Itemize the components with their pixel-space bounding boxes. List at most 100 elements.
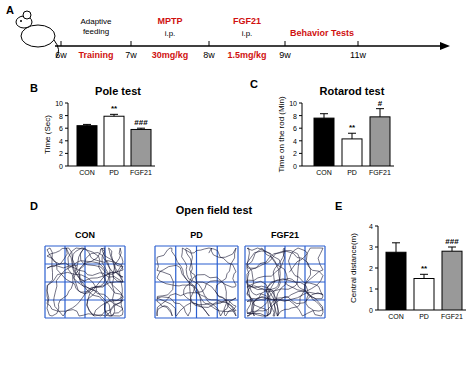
x-tick-label: CON: [316, 169, 332, 176]
x-tick-label: FGF21: [130, 169, 152, 176]
error-cap: [448, 247, 456, 248]
marks: [77, 114, 151, 166]
significance: ###: [134, 118, 148, 127]
error-bar: [137, 128, 145, 129]
y-tick-label: 8: [293, 113, 297, 120]
panel-label: B: [30, 82, 38, 94]
y-axis-line: [302, 103, 303, 166]
error-cap: [320, 113, 328, 114]
y-tick: [299, 166, 302, 167]
timeline-tick: [131, 41, 132, 46]
timeline-tick: [209, 41, 210, 46]
bar: [131, 129, 151, 166]
error-bar: [420, 274, 428, 278]
y-tick-label: 10: [289, 100, 297, 107]
y-tick: [299, 153, 302, 154]
arena-grid: [245, 317, 325, 318]
y-tick-label: 4: [369, 223, 373, 230]
error-stem: [352, 133, 353, 139]
y-axis-line: [68, 103, 69, 166]
y-tick-label: 2: [59, 150, 63, 157]
event-label: Behavior Tests: [290, 28, 354, 38]
y-tick: [375, 268, 378, 269]
arena-grid: [324, 246, 325, 318]
y-tick: [375, 289, 378, 290]
y-tick-label: 3: [369, 244, 373, 251]
group-label: PD: [190, 230, 203, 240]
bar: [370, 117, 390, 166]
bar: [314, 118, 334, 166]
chart-title: Pole test: [95, 85, 141, 97]
bar: [414, 279, 434, 311]
y-axis-label: Central distance(m): [349, 233, 358, 303]
error-stem: [452, 247, 453, 251]
panel-label: A: [6, 4, 14, 16]
y-tick: [65, 128, 68, 129]
significance: ###: [445, 237, 459, 246]
week-label: 7w: [125, 50, 137, 60]
track: [47, 248, 123, 316]
y-tick: [299, 140, 302, 141]
y-axis-label: Time (Sec): [43, 115, 52, 154]
error-stem: [324, 114, 325, 118]
arena-grid: [45, 317, 125, 318]
figure: ABCDE6w7w8w9w11wAdaptivefeedingTrainingM…: [0, 0, 474, 366]
arena-grid: [124, 246, 125, 318]
y-tick-label: 4: [59, 138, 63, 145]
track-plot: [155, 246, 238, 318]
y-tick: [65, 103, 68, 104]
timeline-tick: [358, 41, 359, 46]
y-tick-label: 4: [293, 138, 297, 145]
y-tick-label: 10: [55, 100, 63, 107]
x-tick-label: FGF21: [369, 169, 391, 176]
x-tick-label: PD: [347, 169, 357, 176]
dose-label: 30mg/kg: [152, 50, 189, 60]
chart-title: Rotarod test: [320, 85, 385, 97]
bar: [77, 126, 97, 166]
marks: [314, 109, 390, 166]
x-tick-label: PD: [109, 169, 119, 176]
y-tick: [65, 140, 68, 141]
significance: **: [111, 104, 118, 113]
bar: [442, 251, 462, 310]
week-label: 6w: [55, 50, 67, 60]
bar-chart: Central distance(m)01234CONPDFGF21**###: [349, 223, 466, 320]
event-label: Training: [78, 50, 113, 60]
y-tick: [299, 103, 302, 104]
error-cap: [376, 108, 384, 109]
error-cap: [348, 133, 356, 134]
bar: [104, 116, 124, 166]
bar: [386, 252, 406, 310]
y-tick-label: 2: [369, 265, 373, 272]
week-label: 11w: [350, 50, 366, 60]
group-label: CON: [75, 230, 95, 240]
error-bar: [110, 114, 118, 116]
x-tick-label: CON: [388, 313, 404, 320]
mouse-ear: [23, 11, 31, 19]
y-tick: [375, 226, 378, 227]
track-plot: [245, 246, 325, 318]
y-tick-label: 6: [59, 125, 63, 132]
error-cap: [110, 114, 118, 115]
y-tick-label: 0: [369, 307, 373, 314]
group-label: FGF21: [271, 230, 299, 240]
y-tick: [299, 128, 302, 129]
panel-label: E: [335, 200, 342, 212]
error-bar: [348, 133, 356, 139]
timeline-tick: [285, 41, 286, 46]
event-label: feeding: [83, 27, 109, 36]
arena-grid: [155, 317, 238, 318]
error-bar: [392, 243, 400, 252]
bar: [342, 139, 362, 166]
x-tick-label: PD: [419, 313, 429, 320]
track-plot: [45, 246, 125, 318]
arena-grid: [237, 246, 238, 318]
timeline-axis: [55, 45, 442, 47]
y-tick: [65, 153, 68, 154]
track: [247, 248, 323, 316]
y-tick-label: 2: [293, 150, 297, 157]
error-bar: [448, 247, 456, 251]
error-cap: [83, 124, 91, 125]
y-tick-label: 6: [293, 125, 297, 132]
error-bar: [320, 114, 328, 118]
